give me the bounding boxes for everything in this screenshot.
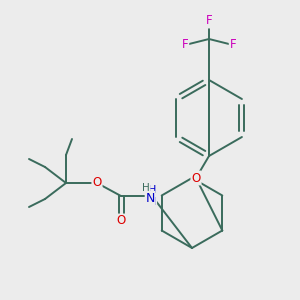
Text: O: O: [92, 176, 102, 190]
Text: F: F: [230, 38, 236, 52]
Text: H
N: H N: [148, 185, 156, 207]
Text: H: H: [142, 183, 150, 193]
Text: N: N: [145, 191, 155, 205]
Text: F: F: [206, 14, 212, 28]
Text: O: O: [116, 214, 126, 227]
Text: F: F: [182, 38, 188, 52]
Text: O: O: [191, 172, 201, 184]
